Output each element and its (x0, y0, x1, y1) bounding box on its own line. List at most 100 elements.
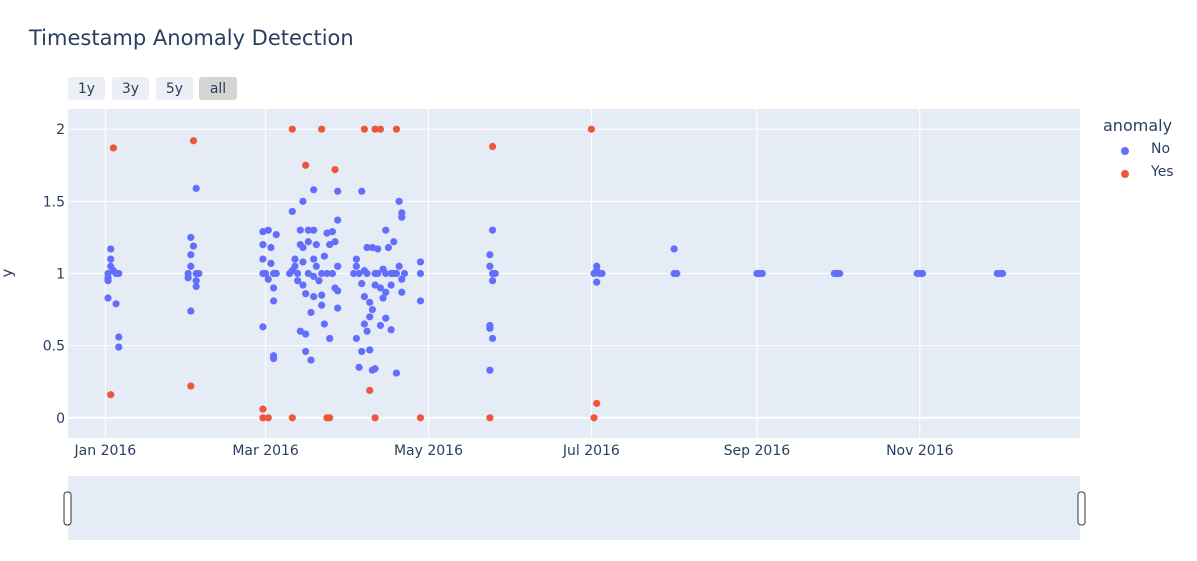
data-point-no[interactable] (259, 241, 267, 249)
data-point-no[interactable] (312, 241, 320, 249)
data-point-no[interactable] (310, 226, 318, 234)
data-point-yes[interactable] (488, 142, 497, 151)
data-point-no[interactable] (379, 294, 387, 302)
data-point-no[interactable] (104, 294, 112, 302)
data-point-no[interactable] (304, 226, 312, 234)
data-point-no[interactable] (323, 269, 331, 278)
data-point-no[interactable] (366, 313, 374, 321)
data-point-yes[interactable] (264, 414, 272, 422)
data-point-yes[interactable] (318, 125, 326, 133)
data-point-no[interactable] (358, 280, 366, 288)
data-point-no[interactable] (192, 282, 200, 291)
data-point-no[interactable] (328, 228, 336, 236)
data-point-no[interactable] (115, 343, 123, 351)
data-point-no[interactable] (302, 347, 310, 356)
data-point-no[interactable] (192, 184, 200, 192)
data-point-no[interactable] (416, 297, 425, 305)
data-point-no[interactable] (291, 255, 299, 263)
data-point-no[interactable] (307, 356, 315, 364)
data-point-no[interactable] (318, 301, 326, 309)
data-point-yes[interactable] (259, 405, 267, 413)
data-point-no[interactable] (296, 327, 304, 335)
data-point-no[interactable] (334, 304, 342, 312)
data-point-no[interactable] (358, 347, 366, 356)
data-point-no[interactable] (355, 269, 363, 278)
data-point-yes[interactable] (189, 137, 198, 145)
data-point-no[interactable] (261, 269, 270, 278)
data-point-no[interactable] (334, 287, 342, 295)
data-point-no[interactable] (267, 243, 275, 252)
legend-item-no[interactable]: No (1103, 141, 1172, 164)
data-point-no[interactable] (259, 323, 267, 331)
data-point-no[interactable] (259, 255, 267, 263)
data-point-no[interactable] (360, 292, 368, 301)
data-point-no[interactable] (299, 243, 307, 252)
data-point-yes[interactable] (331, 166, 339, 174)
data-point-no[interactable] (187, 262, 195, 270)
data-point-no[interactable] (318, 291, 326, 299)
data-point-no[interactable] (307, 308, 315, 317)
data-point-no[interactable] (294, 269, 302, 278)
data-point-no[interactable] (267, 259, 275, 267)
data-point-no[interactable] (187, 307, 195, 315)
data-point-yes[interactable] (371, 414, 379, 422)
data-point-no[interactable] (416, 258, 425, 266)
data-point-no[interactable] (352, 334, 360, 343)
data-point-no[interactable] (304, 269, 312, 278)
data-point-yes[interactable] (590, 414, 598, 422)
data-point-no[interactable] (371, 365, 379, 373)
data-point-no[interactable] (387, 326, 395, 334)
data-point-no[interactable] (184, 274, 192, 282)
data-point-no[interactable] (270, 284, 278, 292)
data-point-no[interactable] (320, 252, 328, 260)
data-point-no[interactable] (366, 346, 374, 354)
data-point-no[interactable] (398, 288, 406, 296)
data-point-no[interactable] (187, 251, 195, 259)
data-point-no[interactable] (334, 216, 342, 224)
data-point-no[interactable] (382, 314, 390, 322)
data-point-no[interactable] (299, 258, 307, 266)
data-point-no[interactable] (296, 226, 304, 234)
data-point-yes[interactable] (593, 399, 601, 407)
data-point-no[interactable] (486, 262, 494, 270)
data-point-no[interactable] (107, 245, 115, 253)
data-point-no[interactable] (107, 255, 115, 263)
data-point-no[interactable] (115, 333, 123, 341)
data-point-no[interactable] (328, 269, 336, 278)
data-point-no[interactable] (270, 355, 278, 363)
legend-item-yes[interactable]: Yes (1103, 164, 1174, 187)
data-point-no[interactable] (358, 187, 366, 195)
data-point-no[interactable] (291, 262, 299, 270)
range-button-5y[interactable]: 5y (156, 77, 193, 100)
range-button-all[interactable]: all (199, 77, 237, 100)
data-point-no[interactable] (918, 269, 927, 278)
data-point-yes[interactable] (107, 391, 115, 399)
data-point-no[interactable] (352, 262, 360, 270)
data-point-no[interactable] (302, 290, 310, 298)
data-point-no[interactable] (491, 269, 499, 278)
data-point-no[interactable] (310, 255, 318, 263)
data-point-no[interactable] (593, 278, 601, 286)
data-point-no[interactable] (598, 269, 606, 278)
data-point-no[interactable] (360, 320, 368, 328)
data-point-no[interactable] (334, 187, 342, 195)
data-point-yes[interactable] (486, 414, 494, 422)
data-point-no[interactable] (374, 245, 382, 253)
data-point-no[interactable] (488, 334, 497, 343)
data-point-no[interactable] (382, 226, 390, 234)
data-point-no[interactable] (272, 230, 280, 239)
data-point-yes[interactable] (109, 144, 117, 152)
data-point-no[interactable] (376, 321, 385, 330)
data-point-no[interactable] (392, 369, 401, 377)
data-point-yes[interactable] (288, 414, 296, 422)
data-point-no[interactable] (195, 269, 203, 278)
data-point-no[interactable] (112, 300, 120, 308)
data-point-no[interactable] (304, 238, 312, 246)
data-point-no[interactable] (486, 366, 494, 374)
data-point-no[interactable] (264, 226, 272, 234)
data-point-no[interactable] (836, 269, 844, 278)
data-point-no[interactable] (376, 284, 385, 292)
data-point-yes[interactable] (366, 386, 374, 394)
data-point-no[interactable] (382, 269, 390, 278)
